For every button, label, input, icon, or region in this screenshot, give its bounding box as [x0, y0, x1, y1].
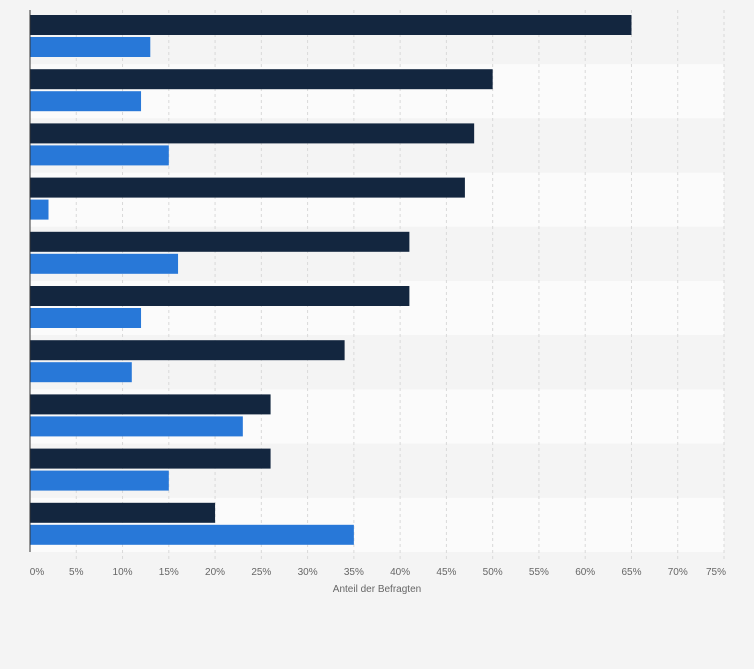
bar-series-1: [30, 286, 410, 306]
x-tick-label: 30%: [298, 567, 318, 578]
bar-series-2: [30, 524, 354, 545]
bar-series-2: [30, 253, 179, 274]
bar-series-1: [30, 340, 345, 361]
bar-series-2: [30, 91, 142, 112]
bar-series-2: [30, 362, 132, 383]
bars: [30, 15, 632, 545]
x-tick-label: 60%: [575, 567, 595, 578]
x-tick-label: 65%: [621, 567, 641, 578]
x-tick-label: 55%: [529, 567, 549, 578]
bar-series-1: [30, 69, 493, 90]
x-tick-label: 50%: [483, 567, 503, 578]
bar-series-2: [30, 416, 243, 437]
bar-series-2: [30, 37, 151, 57]
x-tick-label: 35%: [344, 567, 364, 578]
x-tick-label: 20%: [205, 567, 225, 578]
bar-series-1: [30, 15, 632, 35]
bar-series-1: [30, 231, 410, 252]
x-axis-title: Anteil der Befragten: [333, 584, 421, 595]
x-tick-label: 10%: [113, 567, 133, 578]
x-tick-label: 25%: [251, 567, 271, 578]
x-tick-label: 45%: [436, 567, 456, 578]
bar-series-2: [30, 199, 49, 220]
x-tick-label: 75%: [706, 567, 726, 578]
bar-series-2: [30, 145, 169, 166]
x-axis-ticks: 0% 5% 10% 15% 20% 25% 30% 35% 40% 45% 50% 55% 60% 65%…: [30, 567, 726, 578]
x-tick-label: 5%: [69, 567, 84, 578]
x-tick-label: 15%: [159, 567, 179, 578]
x-tick-label: 70%: [668, 567, 688, 578]
bar-series-1: [30, 394, 271, 415]
bar-series-1: [30, 123, 475, 144]
bar-series-1: [30, 448, 271, 469]
x-tick-label: 40%: [390, 567, 410, 578]
bar-series-1: [30, 177, 465, 198]
bar-series-2: [30, 308, 142, 328]
bar-series-1: [30, 502, 216, 523]
bar-series-2: [30, 470, 169, 491]
x-tick-label: 0%: [30, 567, 45, 578]
